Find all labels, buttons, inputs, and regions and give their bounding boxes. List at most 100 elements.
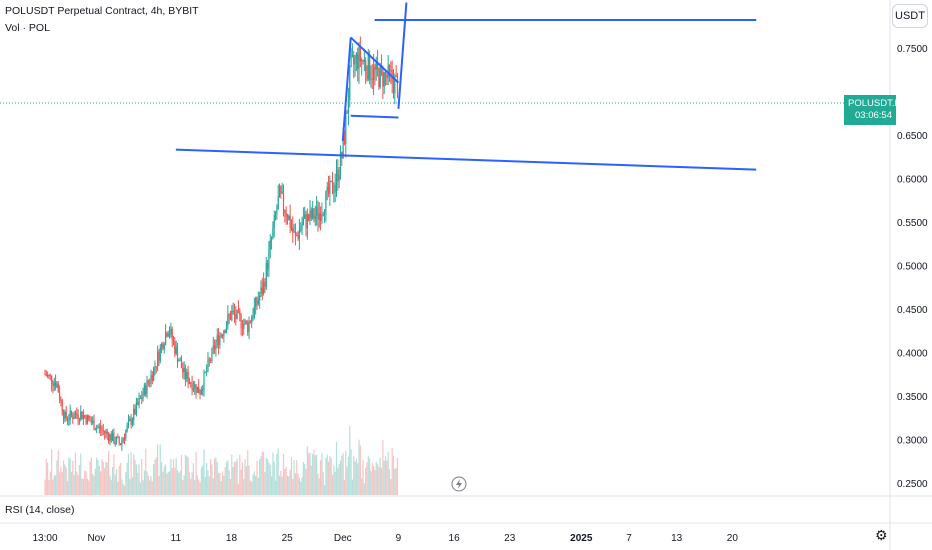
volume-bar xyxy=(182,480,184,495)
gear-icon[interactable]: ⚙ xyxy=(875,527,888,543)
volume-bar xyxy=(92,473,94,495)
volume-bar xyxy=(253,471,255,495)
volume-bar xyxy=(76,471,78,495)
replay-icon[interactable] xyxy=(451,476,467,492)
volume-bar xyxy=(168,470,171,495)
candle-body xyxy=(316,206,318,216)
volume-bar xyxy=(104,468,106,495)
volume-bar xyxy=(383,460,385,495)
trend-drawings[interactable] xyxy=(175,2,757,171)
volume-bar xyxy=(151,481,153,495)
candle-body xyxy=(184,367,187,379)
candle-body xyxy=(47,374,49,377)
candle-body xyxy=(351,55,353,57)
candle-body xyxy=(375,61,377,70)
candle-body xyxy=(68,419,70,421)
candle-body xyxy=(135,402,138,415)
volume-bar xyxy=(90,457,92,495)
volume-bar xyxy=(72,460,74,495)
volume-bar xyxy=(137,472,139,495)
volume-bar xyxy=(223,475,225,495)
candle-body xyxy=(308,214,310,221)
pennant-lower-line[interactable] xyxy=(350,114,399,119)
candle-body xyxy=(191,383,193,391)
candle-body xyxy=(118,437,120,444)
candle-body xyxy=(143,385,145,395)
candle-body xyxy=(203,372,205,390)
candle-body xyxy=(179,359,181,361)
pennant-upper-line[interactable] xyxy=(350,36,400,84)
candle-body xyxy=(327,186,330,194)
candle-body xyxy=(361,59,363,62)
flagpole-left-line[interactable] xyxy=(341,37,352,142)
volume-bar xyxy=(317,473,319,495)
candle-body xyxy=(285,212,287,217)
volume-legend[interactable]: Vol · POL xyxy=(5,22,50,34)
volume-bar xyxy=(245,466,247,495)
volume-bar xyxy=(379,457,381,495)
volume-bar xyxy=(346,466,348,495)
candle-body xyxy=(125,431,127,439)
candle-body xyxy=(273,215,275,228)
candle-body xyxy=(325,191,327,214)
candle-body xyxy=(248,321,250,332)
chart-title-legend[interactable]: POLUSDT Perpetual Contract, 4h, BYBIT xyxy=(5,5,199,17)
volume-bar xyxy=(263,452,265,495)
volume-bar xyxy=(300,481,302,495)
candle-body xyxy=(104,430,106,434)
volume-bar xyxy=(285,466,287,495)
candle-body xyxy=(131,419,134,425)
volume-bar xyxy=(225,461,228,495)
candle-body xyxy=(349,67,351,100)
volume-bar xyxy=(82,478,85,495)
volume-bar xyxy=(293,459,295,495)
volume-bar xyxy=(105,461,107,495)
sloped-support-line[interactable] xyxy=(175,148,757,171)
candle-body xyxy=(76,413,78,415)
candle-body xyxy=(374,67,376,70)
volume-bar xyxy=(129,478,131,495)
candle-body xyxy=(220,335,222,337)
candle-body xyxy=(58,392,61,400)
candle-body xyxy=(274,214,277,216)
volume-bar xyxy=(277,448,279,495)
volume-bar xyxy=(47,462,49,495)
candle-body xyxy=(388,64,391,70)
candle-body xyxy=(210,360,212,362)
volume-bar xyxy=(64,464,66,495)
currency-button[interactable]: USDT xyxy=(892,4,928,28)
candle-body xyxy=(255,297,257,307)
candle-body xyxy=(163,344,165,350)
volume-bar xyxy=(322,471,324,495)
volume-bar xyxy=(158,475,160,495)
candle-body xyxy=(219,335,221,346)
volume-bar xyxy=(155,457,157,495)
candle-body xyxy=(110,434,112,441)
volume-bar xyxy=(199,482,201,495)
rsi-legend[interactable]: RSI (14, close) xyxy=(5,504,75,516)
volume-bar xyxy=(206,462,208,495)
time-axis-tick: 11 xyxy=(171,533,182,544)
candle-body xyxy=(74,413,77,419)
candle-body xyxy=(195,384,197,393)
volume-bar xyxy=(376,464,379,495)
candle-body xyxy=(182,368,184,373)
candle-body xyxy=(200,390,202,395)
candle-body xyxy=(194,384,196,389)
volume-bar xyxy=(282,454,285,495)
volume-bar xyxy=(81,478,83,495)
candle-body xyxy=(93,420,95,430)
volume-bar xyxy=(289,469,291,495)
volume-bar xyxy=(224,467,226,495)
candle-body xyxy=(196,386,198,393)
candle-body xyxy=(396,76,399,97)
volume-bar xyxy=(62,460,65,495)
breakout-arrow-line[interactable] xyxy=(397,2,408,109)
volume-bar xyxy=(349,426,351,495)
volume-bar xyxy=(260,456,262,495)
volume-bar xyxy=(267,459,269,495)
candle-body xyxy=(81,411,83,419)
candle-body xyxy=(190,382,192,384)
volume-bar xyxy=(278,475,281,495)
